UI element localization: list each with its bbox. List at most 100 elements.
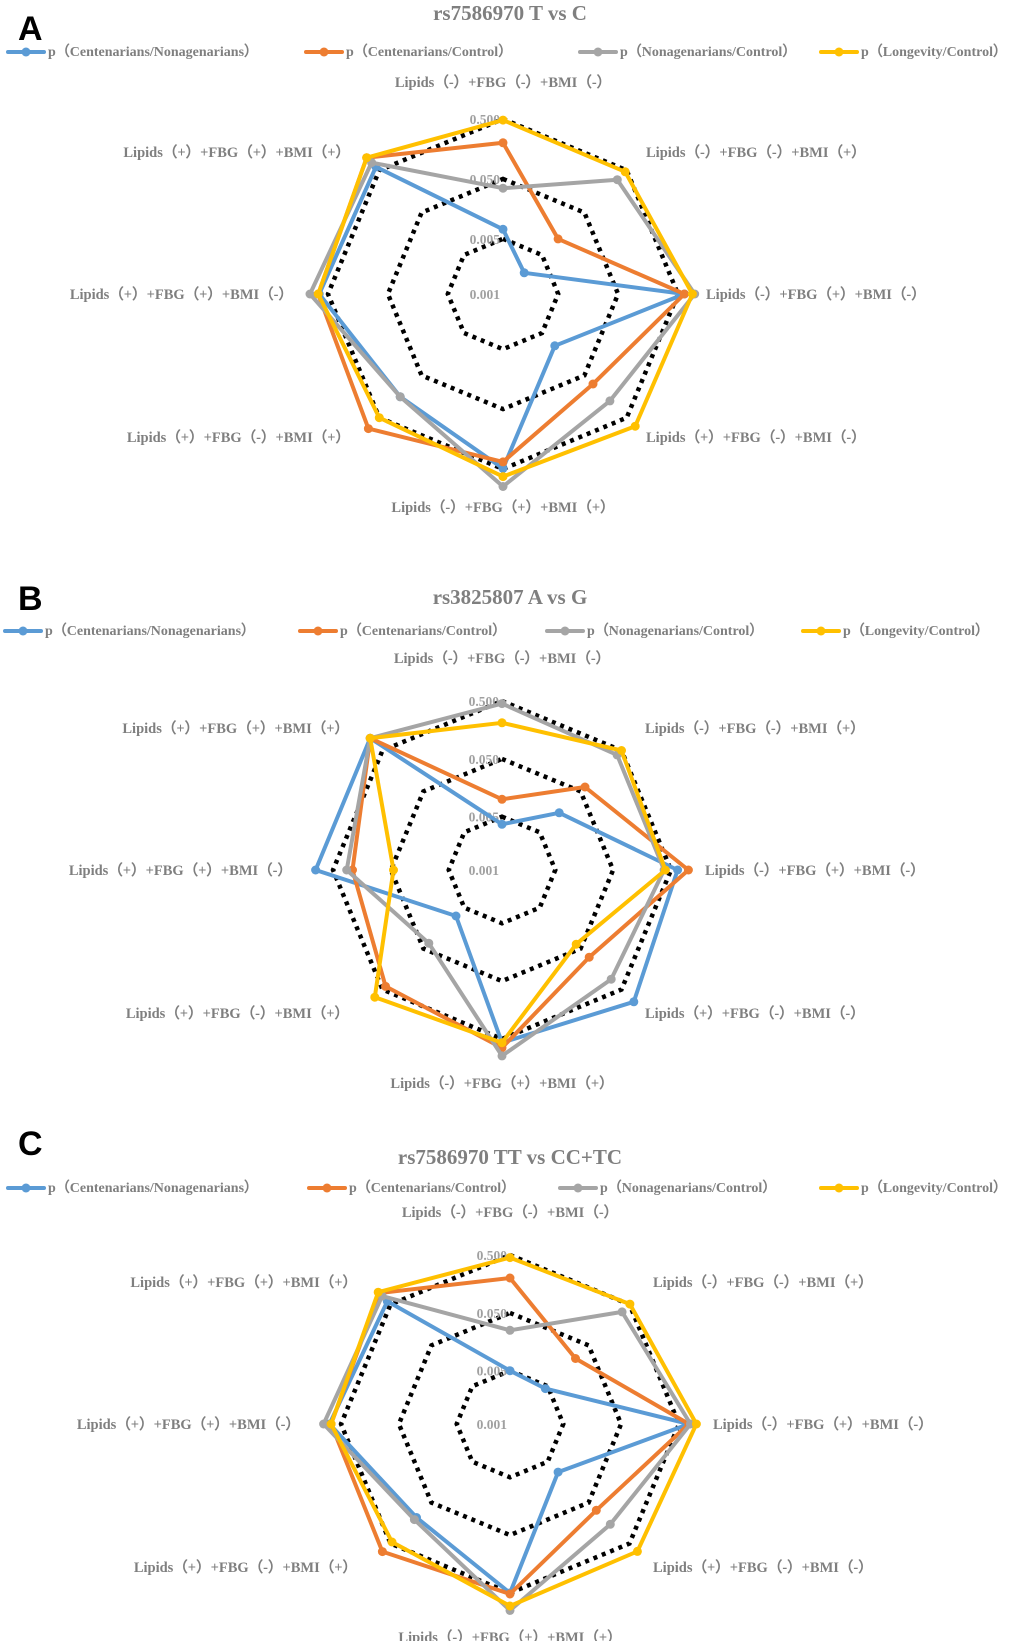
legend-swatch-marker xyxy=(18,626,28,636)
data-point xyxy=(519,268,529,278)
data-point xyxy=(554,808,564,818)
legend-label: p（Centenarians/Control） xyxy=(346,44,512,60)
legend-item: p（Nonagenarians/Control） xyxy=(578,44,796,60)
tick-label: 0.050 xyxy=(477,1306,508,1321)
data-point xyxy=(553,234,563,244)
legend-item: p（Nonagenarians/Control） xyxy=(545,623,763,639)
axis-category-label: Lipids（-）+FBG（-）+BMI（-） xyxy=(395,73,611,91)
series-line xyxy=(317,164,687,471)
tick-label: 0.005 xyxy=(477,1364,508,1379)
axis-category-label: Lipids（+）+FBG（+）+BMI（+） xyxy=(122,719,349,737)
series-line xyxy=(329,1276,691,1596)
data-point xyxy=(363,424,373,434)
legend-swatch-marker xyxy=(322,1183,332,1193)
data-point xyxy=(660,865,670,875)
legend-swatch-marker xyxy=(313,626,323,636)
axis-category-label: Lipids（-）+FBG（-）+BMI（+） xyxy=(645,719,865,737)
data-point xyxy=(395,392,405,402)
data-point xyxy=(505,1589,515,1599)
data-point xyxy=(498,482,508,491)
axis-category-label: Lipids（-）+FBG（-）+BMI（-） xyxy=(402,1203,618,1221)
grid-ring xyxy=(325,116,681,472)
axis-category-label: Lipids（+）+FBG（-）+BMI（-） xyxy=(653,1558,873,1576)
data-point xyxy=(451,911,461,921)
data-point xyxy=(498,138,508,148)
axis-category-label: Lipids（-）+FBG（+）+BMI（+） xyxy=(398,1628,621,1641)
series-3 xyxy=(342,699,669,1061)
data-point xyxy=(497,1038,507,1048)
data-point xyxy=(605,396,615,406)
data-point xyxy=(687,289,697,299)
chart-title: rs3825807 A vs G xyxy=(433,585,588,609)
grid-ring xyxy=(388,756,616,984)
data-point xyxy=(377,1547,387,1557)
legend-label: p（Centenarians/Nonagenarians） xyxy=(48,1180,258,1196)
data-point xyxy=(365,733,375,743)
legend-item: p（Longevity/Control） xyxy=(801,623,989,639)
panel-label: C xyxy=(18,1125,43,1163)
axis-category-label: Lipids（+）+FBG（+）+BMI（+） xyxy=(130,1273,357,1291)
data-point xyxy=(497,819,507,829)
data-point xyxy=(617,746,626,755)
axis-category-label: Lipids（+）+FBG（-）+BMI（+） xyxy=(127,428,350,446)
legend-item: p（Nonagenarians/Control） xyxy=(558,1180,776,1196)
legend-item: p（Centenarians/Nonagenarians） xyxy=(6,44,258,60)
data-point xyxy=(612,175,622,185)
data-point xyxy=(591,1505,601,1515)
data-point xyxy=(505,1366,515,1376)
tick-label: 0.001 xyxy=(477,1417,508,1432)
data-point xyxy=(505,1325,515,1335)
legend-label: p（Centenarians/Control） xyxy=(340,623,506,639)
data-point xyxy=(605,1519,615,1529)
tick-label: 0.005 xyxy=(470,232,501,247)
data-point xyxy=(497,699,507,709)
legend-item: p（Longevity/Control） xyxy=(819,44,1007,60)
data-point xyxy=(584,952,594,962)
axis-category-label: Lipids（+）+FBG（+）+BMI（-） xyxy=(77,1415,300,1433)
series-line xyxy=(368,720,668,1045)
data-point xyxy=(588,379,598,389)
legend-item: p（Longevity/Control） xyxy=(819,1180,1007,1196)
legend-label: p（Nonagenarians/Control） xyxy=(600,1180,776,1196)
axis-category-label: Lipids（-）+FBG（+）+BMI（+） xyxy=(391,498,614,516)
legend-item: p（Centenarians/Nonagenarians） xyxy=(3,623,255,639)
data-point xyxy=(389,865,398,875)
data-point xyxy=(374,413,384,423)
axis-category-label: Lipids（+）+FBG（-）+BMI（+） xyxy=(134,1558,357,1576)
legend-label: p（Centenarians/Control） xyxy=(349,1180,515,1196)
data-point xyxy=(497,794,507,804)
legend-label: p（Centenarians/Nonagenarians） xyxy=(48,44,258,60)
data-point xyxy=(313,289,323,299)
legend-item: p（Centenarians/Nonagenarians） xyxy=(6,1180,258,1196)
legend-swatch-marker xyxy=(834,47,844,57)
data-point xyxy=(498,464,508,473)
axis-category-label: Lipids（+）+FBG（+）+BMI（+） xyxy=(123,143,350,161)
data-point xyxy=(673,865,683,875)
grid-ring xyxy=(446,814,558,926)
data-point xyxy=(498,183,508,193)
data-point xyxy=(409,1515,419,1525)
data-point xyxy=(683,865,693,875)
data-point xyxy=(305,289,315,299)
data-point xyxy=(580,782,590,792)
series-4 xyxy=(326,1253,701,1611)
data-point xyxy=(553,1467,563,1477)
data-point xyxy=(342,865,352,875)
data-point xyxy=(370,992,380,1002)
data-point xyxy=(373,1287,383,1297)
data-point xyxy=(632,1546,642,1556)
legend-label: p（Nonagenarians/Control） xyxy=(587,623,763,639)
axis-category-label: Lipids（-）+FBG（+）+BMI（-） xyxy=(705,861,925,879)
legend-swatch-marker xyxy=(573,1183,583,1193)
data-point xyxy=(498,115,508,125)
data-point xyxy=(571,1354,580,1363)
tick-label: 0.005 xyxy=(469,810,500,825)
data-point xyxy=(498,472,508,482)
legend-swatch-marker xyxy=(21,1183,31,1193)
tick-label: 0.001 xyxy=(470,287,501,302)
data-point xyxy=(505,1601,515,1611)
grid-ring xyxy=(338,1252,682,1596)
data-point xyxy=(497,1051,507,1061)
